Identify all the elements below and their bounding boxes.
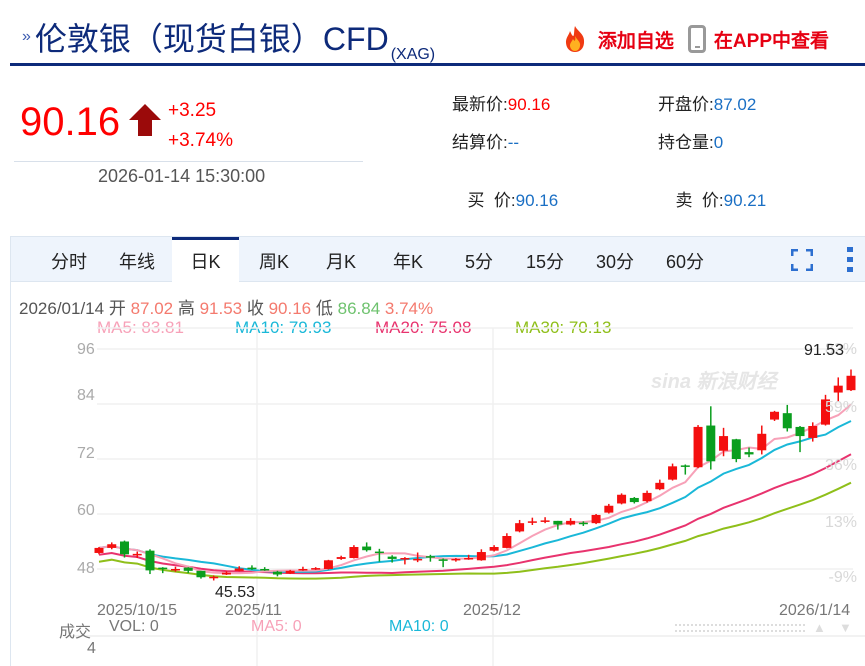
stat-settle: 结算价:-- [452, 128, 519, 153]
stat-value: 90.21 [723, 191, 767, 210]
scroll-handle[interactable] [675, 624, 805, 632]
stat-label: 持仓量: [658, 133, 714, 152]
price-change: +3.25 +3.74% [168, 96, 233, 156]
svg-text:sina 新浪财经: sina 新浪财经 [651, 370, 780, 393]
add-favorite-label: 添加自选 [597, 30, 674, 52]
tab-30min[interactable]: 30分 [595, 252, 635, 272]
stat-ask: 卖 价:90.21 [666, 166, 766, 211]
x-tick: 2025/10/15 [97, 602, 178, 619]
x-tick: 2025/12 [463, 602, 521, 619]
title-symbol: (XAG) [390, 46, 436, 63]
tab-daily-k[interactable]: 日K [172, 237, 239, 283]
ohlc-info: 2026/01/14 开 87.02 高 91.53 收 90.16 低 86.… [19, 294, 433, 319]
y-tick: 48 [77, 560, 95, 577]
max-annotation: 91.53 [804, 342, 845, 359]
min-annotation: 45.53 [215, 584, 256, 601]
info-low-label: 低 [315, 299, 333, 318]
more-options-icon[interactable] [847, 247, 853, 273]
add-favorite-button[interactable]: 添加自选 [560, 24, 674, 54]
info-close: 90.16 [268, 299, 312, 318]
stat-label: 卖 价: [675, 191, 724, 210]
pct-tick: 82% [824, 341, 857, 358]
change-value: +3.25 [168, 100, 217, 121]
volume-ma10: MA10: 0 [389, 618, 449, 635]
candlestick-chart[interactable]: sina 新浪财经 [11, 236, 865, 666]
pct-tick: 36% [824, 457, 857, 474]
stat-position: 持仓量:0 [658, 128, 723, 153]
info-high: 91.53 [199, 299, 243, 318]
current-price: 90.16 [20, 100, 121, 144]
stat-value: 87.02 [713, 95, 757, 114]
info-open-label: 开 [108, 299, 126, 318]
info-close-label: 收 [246, 299, 264, 318]
info-high-label: 高 [177, 299, 195, 318]
tab-intraday[interactable]: 分时 [51, 252, 87, 272]
x-tick: 2026/1/14 [779, 602, 851, 619]
view-in-app-label: 在APP中查看 [713, 30, 829, 52]
stat-label: 买 价: [467, 191, 516, 210]
stat-value: -- [507, 133, 520, 152]
tab-yearline[interactable]: 年线 [119, 252, 155, 272]
up-arrow-icon [129, 104, 161, 136]
fire-icon [565, 26, 585, 52]
info-date: 2026/01/14 [19, 299, 105, 318]
info-open: 87.02 [130, 299, 174, 318]
volume-value: VOL: 0 [109, 618, 159, 635]
info-pct: 3.74% [384, 299, 434, 318]
y-tick: 60 [77, 502, 95, 519]
y-tick: 96 [77, 341, 95, 358]
stat-label: 最新价: [452, 95, 508, 114]
fullscreen-icon[interactable] [791, 249, 813, 271]
stat-value: 90.16 [507, 95, 551, 114]
stat-bid: 买 价:90.16 [458, 166, 558, 211]
stat-latest: 最新价:90.16 [452, 90, 550, 115]
header-actions: 添加自选 在APP中查看 [560, 24, 829, 54]
instrument-title: » 伦敦银（现货白银）CFD (XAG) [22, 14, 435, 63]
pct-tick: -9% [828, 569, 857, 586]
volume-ma5: MA5: 0 [251, 618, 302, 635]
stat-value: 90.16 [515, 191, 559, 210]
phone-icon [687, 25, 706, 53]
tab-yearly-k[interactable]: 年K [392, 252, 423, 272]
view-in-app-button[interactable]: 在APP中查看 [687, 25, 829, 53]
change-percent: +3.74% [168, 130, 233, 151]
quote-timestamp: 2026-01-14 15:30:00 [98, 166, 266, 186]
info-low: 86.84 [337, 299, 381, 318]
tab-weekly-k[interactable]: 周K [258, 252, 289, 272]
tab-15min[interactable]: 15分 [525, 252, 565, 272]
y-tick: 84 [77, 387, 95, 404]
stat-open: 开盘价:87.02 [658, 90, 756, 115]
title-text: 伦敦银（现货白银）CFD [34, 21, 389, 57]
pct-tick: 13% [824, 514, 857, 531]
tab-5min[interactable]: 5分 [464, 252, 493, 272]
chart-panel: 分时 年线 日K 周K 月K 年K 5分 15分 30分 60分 2026/01… [10, 236, 865, 666]
pct-tick: 59% [824, 399, 857, 416]
volume-label: 成交 [59, 624, 92, 641]
x-tick: 2025/11 [225, 602, 282, 619]
period-tabs: 分时 年线 日K 周K 月K 年K 5分 15分 30分 60分 [11, 236, 865, 283]
scroll-down-icon[interactable]: ▼ [839, 620, 852, 635]
divider [14, 161, 363, 162]
stat-value: 0 [713, 133, 724, 152]
tab-monthly-k[interactable]: 月K [325, 252, 356, 272]
volume-axis-value: 4 [87, 640, 96, 657]
scroll-up-icon[interactable]: ▲ [813, 620, 826, 635]
page-header: » 伦敦银（现货白银）CFD (XAG) 添加自选 在APP中查看 [10, 0, 865, 66]
stat-label: 结算价: [452, 133, 508, 152]
stat-label: 开盘价: [658, 95, 714, 114]
double-chevron-icon: » [22, 28, 31, 45]
y-tick: 72 [77, 445, 95, 462]
tab-60min[interactable]: 60分 [665, 252, 705, 272]
